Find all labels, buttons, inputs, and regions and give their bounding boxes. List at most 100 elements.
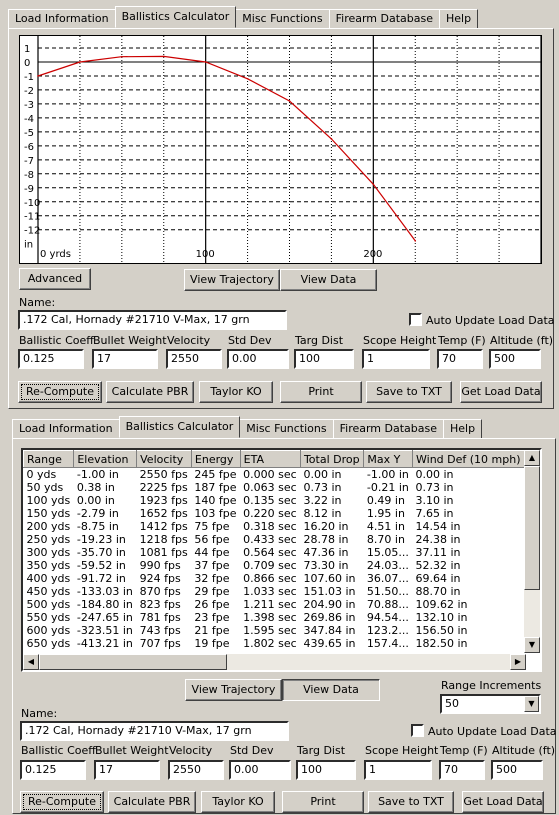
top-calculate-pbr-button[interactable]: Calculate PBR bbox=[106, 381, 194, 403]
table-cell: -19.23 in bbox=[76, 533, 126, 546]
scroll-right-icon[interactable]: ▶ bbox=[510, 654, 526, 670]
bottom-taylor-ko-button[interactable]: Taylor KO bbox=[201, 791, 275, 813]
horizontal-scrollbar[interactable]: ◀ ▶ bbox=[23, 654, 526, 670]
bottom-scope-height-field[interactable]: 1 bbox=[364, 760, 432, 780]
trajectory-point bbox=[372, 183, 375, 186]
table-row[interactable]: 650 yds -413.21 in 707 fps 19 fpe 1.802 sec 4… bbox=[24, 637, 526, 650]
table-row[interactable]: 350 yds -59.52 in 990 fps 37 fpe 0.709 sec 73… bbox=[24, 559, 526, 572]
bottom-tab-load-information[interactable]: Load Information bbox=[12, 419, 120, 438]
bottom-view-data-button[interactable]: View Data bbox=[282, 679, 380, 701]
bottom-std-dev-field[interactable]: 0.00 bbox=[229, 760, 291, 780]
bottom-name-field[interactable]: .172 Cal, Hornady #21710 V-Max, 17 grn bbox=[20, 721, 289, 741]
top-auto-update-checkbox[interactable] bbox=[409, 313, 422, 326]
top-tab-load-information[interactable]: Load Information bbox=[8, 9, 116, 28]
table-row[interactable]: 400 yds -91.72 in 924 fps 32 fpe 0.866 sec 10… bbox=[24, 572, 526, 585]
table-row[interactable]: 500 yds -184.80 in 823 fps 26 fpe 1.211 sec 2… bbox=[24, 598, 526, 611]
bottom-tab-firearm-database[interactable]: Firearm Database bbox=[332, 419, 445, 438]
bottom-altitude-ft-field[interactable]: 500 bbox=[491, 760, 543, 780]
bottom-auto-update-checkbox[interactable] bbox=[411, 724, 424, 737]
column-header[interactable]: Energy bbox=[190, 450, 241, 468]
top-temp-f-field[interactable]: 70 bbox=[437, 349, 483, 369]
top-save-to-txt-button[interactable]: Save to TXT bbox=[366, 381, 452, 403]
bottom-targ-dist-field[interactable]: 100 bbox=[296, 760, 356, 780]
bottom-re-compute-button[interactable]: Re-Compute bbox=[20, 791, 104, 813]
horizontal-scroll-thumb[interactable] bbox=[39, 654, 227, 670]
bottom-velocity-field[interactable]: 2550 bbox=[168, 760, 224, 780]
bottom-get-load-data-button[interactable]: Get Load Data bbox=[462, 791, 544, 813]
column-header[interactable]: Total Drop bbox=[299, 450, 365, 468]
table-cell: 990 fps bbox=[139, 559, 181, 572]
range-increments-select[interactable]: 50 ▼ bbox=[440, 694, 541, 714]
table-cell: 500 yds bbox=[26, 598, 71, 611]
top-targ-dist-field[interactable]: 100 bbox=[294, 349, 354, 369]
column-header[interactable]: Wind Def (10 mph) bbox=[412, 450, 526, 468]
bottom-calculate-pbr-button[interactable]: Calculate PBR bbox=[108, 791, 196, 813]
y-tick-label: -12 bbox=[24, 226, 40, 237]
top-ballistic-coeff-field[interactable]: 0.125 bbox=[18, 349, 84, 369]
vertical-scroll-thumb[interactable] bbox=[524, 466, 540, 590]
top-view-data-button[interactable]: View Data bbox=[280, 269, 377, 291]
scroll-left-icon[interactable]: ◀ bbox=[23, 654, 39, 670]
top-altitude-ft-field[interactable]: 500 bbox=[489, 349, 541, 369]
table-row[interactable]: 300 yds -35.70 in 1081 fps 44 fpe 0.564 sec 4… bbox=[24, 546, 526, 559]
top-re-compute-button[interactable]: Re-Compute bbox=[18, 381, 102, 403]
dropdown-arrow-icon[interactable]: ▼ bbox=[524, 696, 539, 712]
table-cell: 204.90 in bbox=[303, 598, 356, 611]
table-row[interactable]: 550 yds -247.65 in 781 fps 23 fpe 1.398 sec 2… bbox=[24, 611, 526, 624]
bottom-tab-ballistics-calculator[interactable]: Ballistics Calculator bbox=[118, 416, 241, 438]
bottom-bullet-weight-field[interactable]: 17 bbox=[94, 760, 160, 780]
scroll-down-icon[interactable]: ▼ bbox=[524, 637, 540, 653]
column-header[interactable]: ETA bbox=[239, 450, 301, 468]
bottom-tab-misc-functions[interactable]: Misc Functions bbox=[239, 419, 334, 438]
top-tab-strip: Load Information Ballistics Calculator M… bbox=[8, 6, 479, 28]
top-print-button[interactable]: Print bbox=[280, 381, 362, 403]
column-header[interactable]: Velocity bbox=[136, 450, 192, 468]
table-row[interactable]: 0 yds -1.00 in 2550 fps 245 fpe 0.000 sec 0.0… bbox=[24, 468, 526, 482]
bottom-view-trajectory-button[interactable]: View Trajectory bbox=[185, 679, 282, 701]
table-row[interactable]: 450 yds -133.03 in 870 fps 29 fpe 1.033 sec 1… bbox=[24, 585, 526, 598]
column-header[interactable]: Elevation bbox=[73, 450, 138, 468]
scroll-up-icon[interactable]: ▲ bbox=[524, 450, 540, 466]
top-tab-misc-functions[interactable]: Misc Functions bbox=[235, 9, 330, 28]
table-cell: 123.2... bbox=[366, 624, 409, 637]
bottom-temp-f-field[interactable]: 70 bbox=[439, 760, 485, 780]
bottom-save-to-txt-button[interactable]: Save to TXT bbox=[368, 791, 454, 813]
table-row[interactable]: 250 yds -19.23 in 1218 fps 56 fpe 0.433 sec 2… bbox=[24, 533, 526, 546]
top-view-trajectory-button[interactable]: View Trajectory bbox=[184, 269, 280, 291]
table-cell: 200 yds bbox=[26, 520, 71, 533]
y-tick-label: in bbox=[24, 240, 33, 251]
advanced-button[interactable]: Advanced bbox=[19, 268, 91, 290]
trajectory-point bbox=[414, 240, 417, 242]
top-taylor-ko-button[interactable]: Taylor KO bbox=[199, 381, 273, 403]
table-row[interactable]: 200 yds -8.75 in 1412 fps 75 fpe 0.318 sec 16… bbox=[24, 520, 526, 533]
top-std-dev-field[interactable]: 0.00 bbox=[227, 349, 289, 369]
top-bullet-weight-field[interactable]: 17 bbox=[92, 349, 158, 369]
y-tick-label: -7 bbox=[24, 156, 34, 167]
column-header[interactable]: Range bbox=[23, 450, 75, 468]
table-row[interactable]: 100 yds 0.00 in 1923 fps 140 fpe 0.135 sec 3.… bbox=[24, 494, 526, 507]
table-cell: 156.50 in bbox=[415, 624, 468, 637]
table-row[interactable]: 150 yds -2.79 in 1652 fps 103 fpe 0.220 sec 8… bbox=[24, 507, 526, 520]
table-row[interactable]: 50 yds 0.38 in 2225 fps 187 fpe 0.063 sec 0.7… bbox=[24, 481, 526, 494]
table-cell: 0.709 sec bbox=[243, 559, 297, 572]
bottom-print-button[interactable]: Print bbox=[282, 791, 364, 813]
top-velocity-field[interactable]: 2550 bbox=[166, 349, 222, 369]
top-tab-ballistics-calculator[interactable]: Ballistics Calculator bbox=[114, 6, 237, 28]
top-temp-f-label: Temp (F) bbox=[438, 334, 486, 347]
table-cell: 0.433 sec bbox=[243, 533, 297, 546]
ballistics-data-table[interactable]: Range Elevation Velocity Energy ETA Total Dro… bbox=[21, 448, 542, 672]
bottom-ballistic-coeff-field[interactable]: 0.125 bbox=[20, 760, 86, 780]
top-name-field[interactable]: .172 Cal, Hornady #21710 V-Max, 17 grn bbox=[18, 310, 287, 330]
bottom-tab-help[interactable]: Help bbox=[443, 419, 483, 438]
top-get-load-data-button[interactable]: Get Load Data bbox=[460, 381, 542, 403]
range-increments-label: Range Increments bbox=[441, 679, 542, 692]
top-targ-dist-label: Targ Dist bbox=[295, 334, 344, 347]
trajectory-point bbox=[162, 55, 165, 58]
top-tab-help[interactable]: Help bbox=[439, 9, 479, 28]
top-tab-firearm-database[interactable]: Firearm Database bbox=[328, 9, 441, 28]
column-header[interactable]: Max Y bbox=[363, 450, 414, 468]
vertical-scrollbar[interactable]: ▲ ▼ bbox=[524, 450, 540, 653]
top-scope-height-field[interactable]: 1 bbox=[362, 349, 430, 369]
table-row[interactable]: 600 yds -323.51 in 743 fps 21 fpe 1.595 sec 3… bbox=[24, 624, 526, 637]
bottom-tab-strip: Load Information Ballistics Calculator M… bbox=[12, 416, 483, 438]
